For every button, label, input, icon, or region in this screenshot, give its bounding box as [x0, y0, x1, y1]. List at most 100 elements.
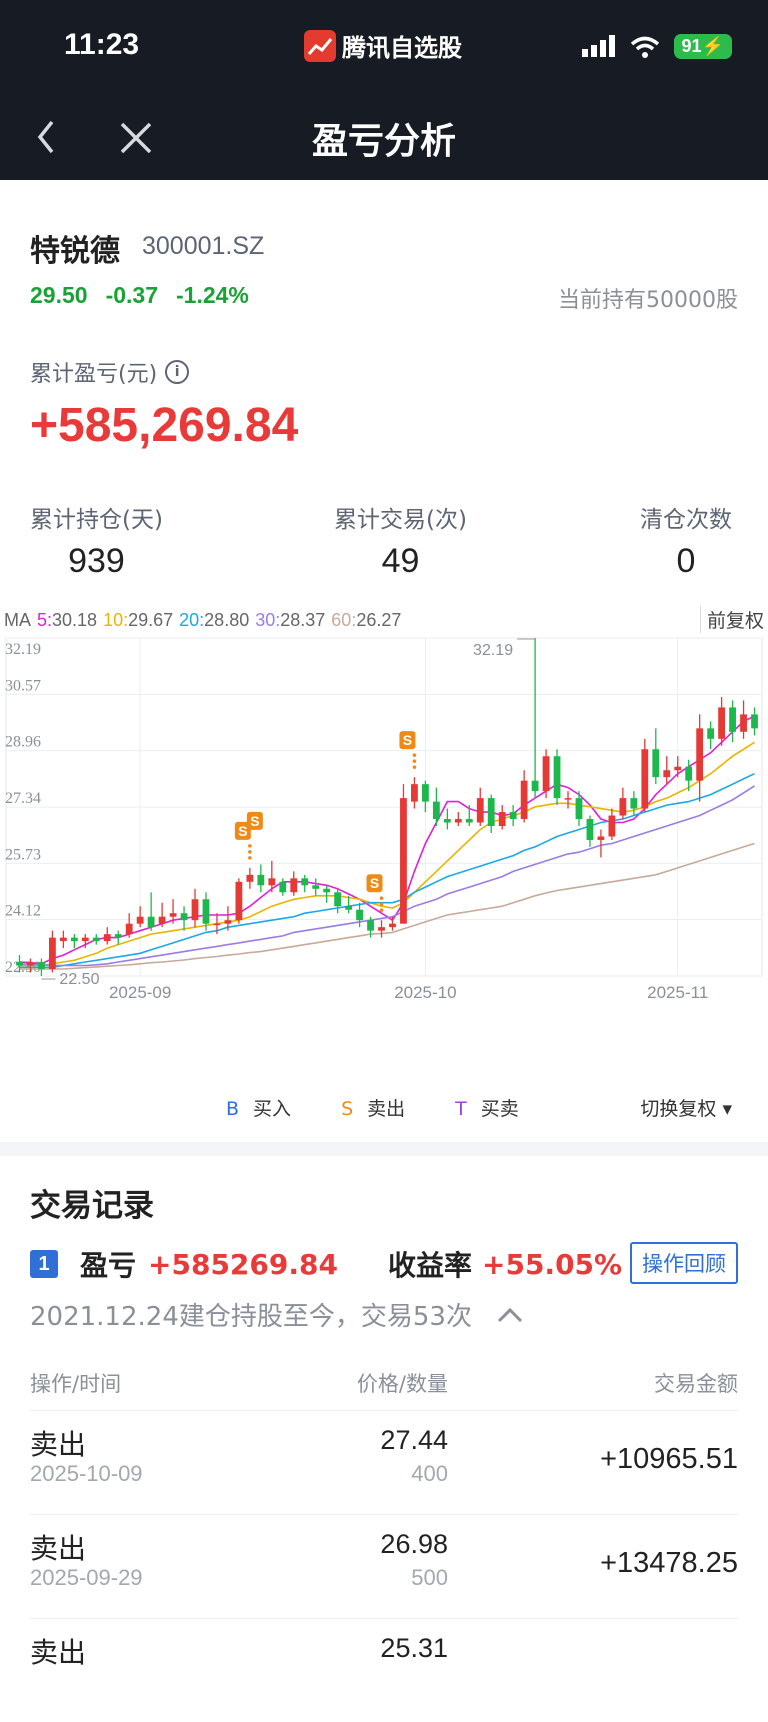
- candle-body: [27, 962, 34, 966]
- candle-body: [158, 916, 166, 924]
- candle-body: [92, 937, 100, 942]
- candle-body: [641, 749, 649, 809]
- trade-amount: +10965.51: [600, 1443, 738, 1475]
- trade-op: 卖出: [30, 1636, 87, 1669]
- y-tick-label: 24.12: [5, 902, 41, 919]
- y-tick-label: 27.34: [5, 790, 41, 807]
- header-price: 价格/数量: [356, 1372, 448, 1396]
- candle-body: [476, 798, 484, 823]
- candle-body: [498, 812, 506, 827]
- info-icon[interactable]: i: [165, 360, 190, 384]
- candle-body: [542, 756, 550, 792]
- ma60: 60:26.27: [331, 610, 402, 630]
- header-op: 操作/时间: [30, 1372, 122, 1396]
- trade-date: 2025-09-29: [30, 1565, 143, 1590]
- sell-marker-dot: [248, 844, 252, 848]
- candle-body: [378, 927, 385, 931]
- candle-body: [575, 798, 583, 820]
- sell-marker-dot: [379, 896, 384, 900]
- ma30: 30:28.37: [255, 610, 326, 630]
- high-price-label: 32.19: [473, 642, 513, 659]
- adjust-toggle[interactable]: 前复权: [699, 606, 764, 633]
- candle-body: [432, 801, 440, 820]
- ma10: 10:29.67: [103, 610, 174, 630]
- candle-body: [279, 881, 287, 893]
- candle-body: [268, 878, 276, 886]
- candle-body: [38, 962, 45, 970]
- stat-value: 49: [381, 542, 420, 580]
- record-rate-label: 收益率: [387, 1249, 472, 1282]
- candle-body: [685, 766, 693, 781]
- table-header: 操作/时间 价格/数量 交易金额: [30, 1368, 738, 1398]
- candle-body: [301, 878, 309, 886]
- ma-prefix: MA: [4, 610, 31, 630]
- pnl-value: +585,269.84: [30, 399, 299, 452]
- trade-date: 2025-10-09: [30, 1461, 143, 1486]
- candle-body: [312, 885, 320, 889]
- candle-body: [630, 798, 638, 809]
- header-amount: 交易金额: [654, 1372, 738, 1396]
- candle-body: [202, 899, 210, 924]
- candle-body: [454, 819, 462, 823]
- close-icon: [120, 122, 152, 154]
- candle-body: [70, 937, 78, 942]
- ma-line-ma10: [19, 741, 755, 967]
- trade-price: 25.31: [380, 1633, 448, 1663]
- close-button[interactable]: [116, 118, 156, 158]
- x-tick-label: 2025-09: [109, 983, 171, 1002]
- legend-sell: S 卖出: [341, 1098, 406, 1120]
- table-row[interactable]: 卖出 25.31: [30, 1618, 738, 1722]
- candle-body: [290, 878, 298, 893]
- record-pnl-value: +585269.84: [148, 1247, 338, 1281]
- stat-clear-count: 清仓次数 0: [640, 500, 732, 581]
- candle-body: [323, 888, 331, 893]
- candle-body: [147, 916, 155, 928]
- stock-name: 特锐德: [30, 234, 120, 269]
- ma-line-ma60: [19, 842, 755, 970]
- pnl-label: 累计盈亏(元) i: [30, 356, 190, 388]
- sell-marker-dot: [412, 753, 417, 757]
- trade-qty: 400: [411, 1461, 448, 1486]
- switch-adjust-button[interactable]: 切换复权 ▾: [640, 1098, 732, 1120]
- candle-body: [663, 770, 671, 778]
- candle-body: [114, 934, 122, 938]
- candle-body: [520, 780, 528, 820]
- candle-body: [729, 707, 736, 732]
- status-icons: 91⚡: [581, 34, 732, 59]
- sell-marker-dot: [379, 908, 384, 912]
- back-button[interactable]: [30, 112, 70, 162]
- sell-marker-dot: [248, 850, 252, 854]
- candle-body: [345, 906, 353, 910]
- x-tick-label: 2025-11: [647, 983, 708, 1002]
- record-since: 2021.12.24建仓持股至今，交易53次: [30, 1296, 524, 1333]
- chevron-up-icon[interactable]: [496, 1306, 524, 1324]
- chart-legend: B 买入 S 卖出 T 买卖: [226, 1094, 519, 1121]
- signal-icon: [581, 34, 615, 57]
- ma-line-ma30: [19, 785, 755, 967]
- candle-body: [180, 913, 188, 921]
- legend-both: T 买卖: [455, 1098, 519, 1120]
- candle-body: [509, 812, 517, 820]
- stock-price: 29.50: [30, 282, 88, 308]
- candle-body: [751, 714, 758, 729]
- candle-body: [169, 913, 177, 917]
- trade-op: 卖出: [30, 1428, 87, 1461]
- candlestick-chart[interactable]: 32.19 30.57 28.96 27.34 25.73 24.12 22.50 2025-…: [0, 636, 768, 1046]
- legend-buy: B 买入: [226, 1098, 292, 1120]
- table-row[interactable]: 卖出 2025-10-09 27.44 400 +10965.51: [30, 1410, 738, 1514]
- section-divider: [0, 1142, 768, 1156]
- review-button[interactable]: 操作回顾: [630, 1242, 738, 1284]
- y-tick-label: 25.73: [5, 846, 41, 863]
- record-pnl-label: 盈亏: [80, 1249, 137, 1282]
- candle-body: [586, 819, 594, 840]
- trade-amount: +13478.25: [600, 1547, 738, 1579]
- sell-marker-dot: [412, 765, 417, 769]
- sell-marker-label: S: [238, 823, 247, 839]
- candle-body: [487, 798, 495, 827]
- stat-holding-days: 累计持仓(天) 939: [30, 500, 163, 581]
- table-row[interactable]: 卖出 2025-09-29 26.98 500 +13478.25: [30, 1514, 738, 1618]
- stat-value: 939: [68, 542, 125, 580]
- candle-body: [619, 798, 627, 816]
- candle-body: [707, 728, 715, 739]
- stock-change: -0.37: [105, 282, 158, 308]
